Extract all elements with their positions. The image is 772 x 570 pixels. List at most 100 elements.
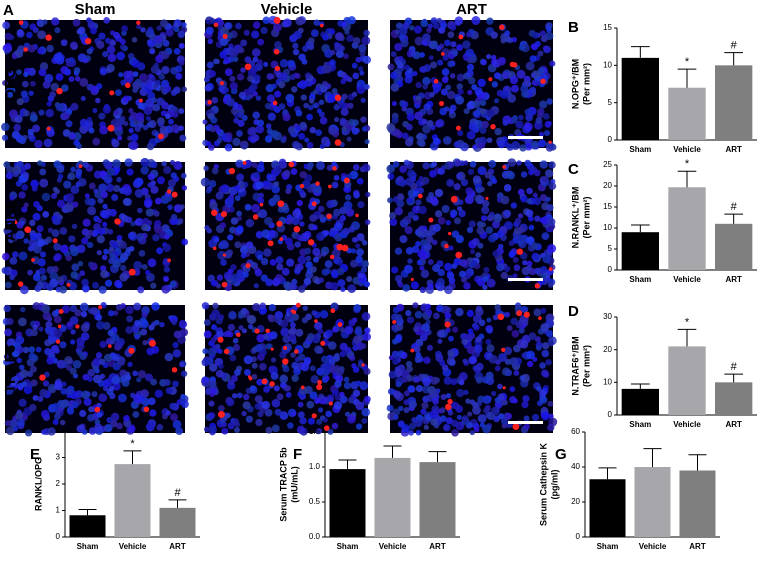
nucleus [29, 232, 38, 241]
nucleus [444, 262, 453, 271]
nucleus [42, 380, 50, 387]
nucleus [36, 205, 43, 212]
nucleus [266, 94, 275, 103]
nucleus [124, 421, 131, 428]
nucleus [84, 193, 90, 199]
nucleus [402, 284, 411, 292]
nucleus [364, 281, 370, 288]
nucleus [297, 255, 307, 265]
nucleus [425, 309, 433, 316]
bar [69, 515, 106, 537]
nucleus [517, 188, 525, 196]
nucleus [425, 303, 432, 310]
nucleus [31, 256, 40, 265]
nucleus [149, 29, 155, 35]
nucleus [421, 176, 430, 185]
nucleus [210, 388, 217, 394]
nucleus [54, 380, 62, 388]
nucleus [456, 73, 465, 82]
stain [534, 283, 540, 289]
nucleus [423, 356, 431, 364]
nucleus [446, 178, 455, 187]
nucleus [178, 60, 185, 66]
nucleus [427, 283, 434, 290]
nucleus [45, 321, 53, 329]
significance: * [685, 316, 690, 328]
nucleus [179, 328, 189, 337]
nucleus [534, 267, 541, 275]
nucleus [82, 57, 89, 64]
nucleus [420, 19, 429, 28]
nucleus [523, 415, 530, 422]
nucleus [504, 311, 511, 318]
error-bar [631, 383, 650, 389]
x-tick-label: ART [689, 542, 706, 551]
nucleus [351, 91, 358, 97]
y-axis-label: RANKL/OPG [33, 457, 43, 511]
bar [679, 470, 716, 537]
nucleus [173, 22, 180, 28]
nucleus [259, 302, 267, 310]
nucleus [133, 260, 143, 270]
nucleus [289, 327, 297, 335]
nucleus [404, 226, 413, 235]
nucleus [109, 253, 116, 260]
nucleus [491, 406, 500, 416]
nucleus [144, 373, 153, 382]
stain [252, 214, 259, 220]
nucleus [309, 126, 317, 134]
panel-label: B [568, 19, 579, 36]
nucleus [134, 177, 144, 187]
nucleus [132, 370, 139, 377]
nucleus [47, 227, 54, 233]
nucleus [32, 124, 40, 133]
nucleus [180, 370, 188, 377]
nucleus [46, 283, 54, 291]
nucleus [549, 60, 556, 67]
nucleus [531, 242, 539, 250]
nucleus [178, 108, 185, 115]
nucleus [449, 73, 456, 79]
y-tick-label: 3 [56, 453, 61, 462]
stain [254, 328, 260, 334]
stain [444, 321, 451, 328]
nucleus [364, 139, 370, 145]
nucleus [456, 44, 463, 51]
nucleus [486, 327, 493, 334]
nucleus [524, 159, 532, 167]
nucleus [486, 317, 492, 323]
nucleus [504, 358, 511, 365]
nucleus [279, 59, 289, 68]
stain [55, 339, 61, 344]
nucleus [264, 216, 273, 226]
nucleus [122, 197, 131, 206]
nucleus [251, 373, 258, 380]
nucleus [115, 89, 122, 97]
nucleus [126, 315, 134, 323]
nucleus [23, 238, 29, 244]
nucleus [23, 202, 29, 208]
nucleus [126, 168, 134, 176]
nucleus [286, 258, 295, 267]
nucleus [168, 118, 174, 125]
y-tick-label: 0 [576, 532, 581, 541]
nucleus [70, 102, 79, 111]
nucleus [524, 122, 533, 132]
nucleus [54, 308, 61, 315]
nucleus [321, 268, 329, 276]
stain [273, 48, 280, 55]
x-tick-label: ART [725, 275, 742, 284]
stain [207, 100, 212, 105]
nucleus [387, 197, 393, 204]
nucleus [548, 161, 556, 169]
nucleus [110, 118, 120, 128]
error-bar [598, 467, 617, 480]
nucleus [467, 89, 473, 95]
nucleus [356, 248, 364, 257]
nucleus [24, 162, 31, 170]
nucleus [175, 72, 183, 80]
stain [39, 374, 46, 381]
nucleus [222, 331, 229, 338]
nucleus [181, 86, 188, 93]
nucleus [347, 284, 357, 293]
